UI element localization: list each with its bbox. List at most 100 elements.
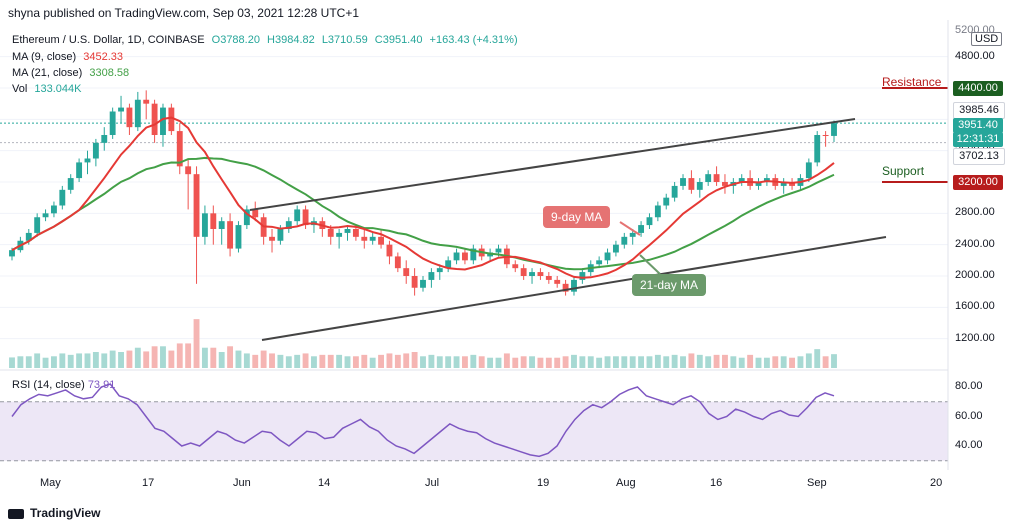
candle-body bbox=[705, 174, 712, 182]
volume-bar bbox=[126, 350, 133, 368]
grid bbox=[0, 56, 948, 340]
volume-bar bbox=[411, 352, 418, 368]
volume-bar bbox=[428, 354, 435, 368]
volume-bar bbox=[604, 356, 611, 368]
candle-body bbox=[42, 213, 49, 218]
tv-logo-icon bbox=[8, 508, 24, 519]
price-tick-label: 1200.00 bbox=[955, 331, 995, 344]
volume-bar bbox=[554, 357, 561, 368]
volume-bar bbox=[151, 346, 158, 368]
candle-body bbox=[445, 260, 452, 269]
candle-body bbox=[109, 111, 116, 135]
open-value: O3788.20 bbox=[211, 34, 260, 46]
candle-body bbox=[168, 107, 175, 132]
candle-body bbox=[411, 276, 418, 288]
candle-body bbox=[92, 142, 99, 159]
candle-body bbox=[227, 221, 234, 249]
rsi-line bbox=[11, 383, 835, 458]
candle-body bbox=[562, 283, 569, 292]
volume-bar bbox=[629, 356, 636, 368]
volume-bar bbox=[663, 356, 670, 368]
candle-body bbox=[629, 232, 636, 237]
moving-averages bbox=[11, 116, 835, 279]
volume-bar bbox=[747, 354, 754, 368]
currency-label: USD bbox=[971, 32, 1003, 46]
tradingview-logo[interactable]: TradingView bbox=[8, 506, 100, 520]
candle-body bbox=[294, 209, 301, 222]
volume-bars bbox=[9, 319, 837, 368]
volume-bar bbox=[260, 350, 267, 368]
volume-bar bbox=[302, 353, 309, 368]
volume-bar bbox=[495, 357, 502, 368]
candle-body bbox=[160, 107, 166, 135]
volume-bar bbox=[352, 356, 359, 368]
candle-body bbox=[361, 236, 368, 241]
volume-bar bbox=[529, 356, 535, 368]
volume-bar bbox=[344, 356, 351, 368]
candle-body bbox=[25, 232, 32, 241]
candle-body bbox=[696, 182, 703, 190]
candlesticks bbox=[9, 90, 837, 296]
volume-bar bbox=[9, 357, 15, 368]
candle-body bbox=[814, 135, 821, 163]
volume-bar bbox=[680, 356, 686, 368]
countdown-box: 12:31:31 bbox=[953, 132, 1003, 147]
time-tick-label: 16 bbox=[710, 477, 723, 489]
volume-bar bbox=[713, 354, 720, 368]
candle-body bbox=[436, 268, 443, 273]
volume-bar bbox=[235, 350, 242, 368]
high-value: H3984.82 bbox=[267, 34, 315, 46]
ma21-annotation: 21-day MA bbox=[632, 274, 707, 296]
time-tick-label: Aug bbox=[616, 477, 636, 489]
volume-bar bbox=[696, 354, 703, 368]
candle-body bbox=[394, 256, 401, 269]
candle-body bbox=[789, 182, 795, 186]
volume-bar bbox=[67, 354, 74, 368]
price-tick-label: 2800.00 bbox=[955, 206, 995, 219]
volume-bar bbox=[503, 353, 510, 368]
candle-body bbox=[243, 209, 250, 226]
volume-bar bbox=[243, 353, 250, 368]
volume-bar bbox=[705, 356, 712, 368]
symbol-name: Ethereum / U.S. Dollar, 1D, COINBASE bbox=[12, 34, 205, 46]
candle-body bbox=[34, 217, 41, 233]
volume-bar bbox=[227, 346, 234, 368]
candle-body bbox=[453, 252, 460, 261]
candle-body bbox=[252, 209, 259, 218]
candle-body bbox=[495, 248, 502, 253]
brand-text: TradingView bbox=[30, 506, 101, 520]
candle-body bbox=[235, 225, 242, 249]
last-price-box: 3951.40 bbox=[953, 118, 1003, 133]
candle-body bbox=[218, 221, 225, 229]
rsi-tick-label: 40.00 bbox=[955, 439, 983, 451]
candle-body bbox=[554, 279, 561, 284]
volume-bar bbox=[193, 319, 200, 368]
volume-bar bbox=[394, 354, 401, 368]
candle-body bbox=[604, 252, 611, 261]
volume-bar bbox=[671, 354, 678, 368]
volume-legend: Vol 133.044K bbox=[12, 83, 85, 95]
volume-bar bbox=[76, 353, 83, 368]
volume-bar bbox=[369, 357, 376, 368]
price-tick-label: 1600.00 bbox=[955, 300, 995, 313]
time-tick-label: Jul bbox=[425, 477, 440, 489]
candle-body bbox=[428, 272, 435, 280]
candle-body bbox=[571, 279, 577, 292]
candle-body bbox=[59, 189, 66, 206]
time-tick-label: 20 bbox=[930, 477, 943, 489]
candle-body bbox=[134, 99, 141, 128]
vol-value: 133.044K bbox=[34, 83, 82, 95]
ma21-line bbox=[11, 156, 835, 271]
symbol-legend: Ethereum / U.S. Dollar, 1D, COINBASE O37… bbox=[12, 34, 522, 46]
price-tick-label: 2400.00 bbox=[955, 237, 995, 250]
volume-bar bbox=[176, 343, 183, 368]
candle-body bbox=[822, 135, 829, 136]
candle-body bbox=[654, 205, 661, 218]
trend-channel bbox=[249, 118, 887, 341]
ma21-legend: MA (21, close) 3308.58 bbox=[12, 67, 133, 79]
candle-body bbox=[529, 272, 535, 276]
volume-bar bbox=[92, 352, 99, 368]
ma9-annotation: 9-day MA bbox=[543, 206, 611, 228]
resistance-price-box: 4400.00 bbox=[953, 81, 1003, 96]
